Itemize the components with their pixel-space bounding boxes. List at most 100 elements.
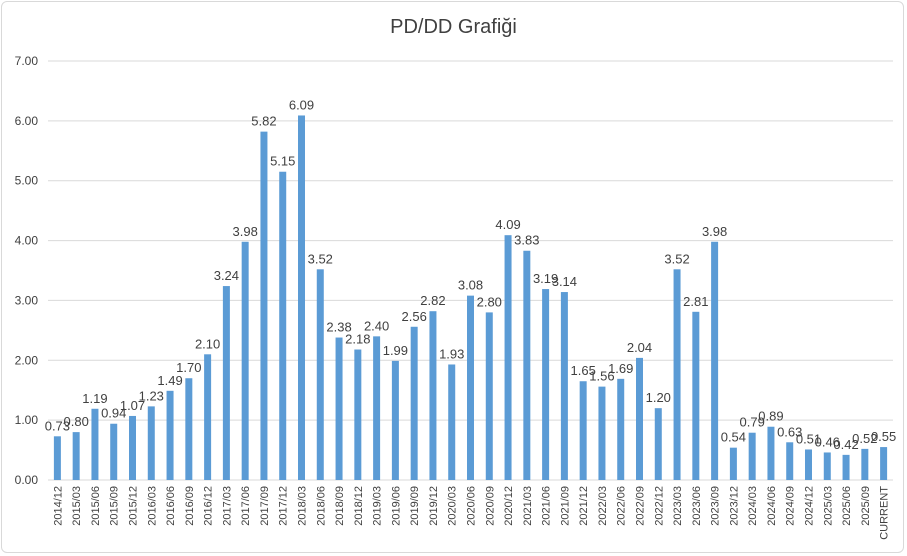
data-label: 3.98	[233, 224, 258, 239]
bar	[880, 447, 888, 480]
x-tick-label: 2024/09	[785, 486, 797, 526]
data-label: 6.09	[289, 97, 314, 112]
data-label: 3.14	[552, 274, 577, 289]
bar	[53, 436, 61, 480]
x-tick-label: 2017/09	[259, 486, 271, 526]
data-label: 2.56	[402, 309, 427, 324]
data-label: 5.15	[270, 154, 295, 169]
bar	[110, 423, 118, 480]
y-tick-label: 3.00	[15, 293, 39, 307]
y-tick-label: 0.00	[15, 473, 39, 487]
data-label: 0.89	[758, 409, 783, 424]
x-tick-label: 2023/12	[728, 486, 740, 526]
x-tick-label: 2020/09	[484, 486, 496, 526]
x-tick-label: 2021/12	[578, 486, 590, 526]
data-label: 1.49	[157, 373, 182, 388]
x-tick-label: 2024/12	[804, 486, 816, 526]
bar	[204, 354, 212, 480]
x-tick-label: 2015/12	[128, 486, 140, 526]
data-label: 0.46	[815, 434, 840, 449]
data-label: 2.10	[195, 336, 220, 351]
data-label: 0.73	[45, 418, 70, 433]
x-tick-label: 2022/06	[616, 486, 628, 526]
data-label: 1.23	[139, 388, 164, 403]
data-label: 3.83	[514, 233, 539, 248]
x-tick-label: 2014/12	[52, 486, 64, 526]
data-label: 3.52	[664, 251, 689, 266]
bar	[222, 286, 230, 480]
x-tick-label: 2016/03	[146, 486, 158, 526]
x-tick-label: 2024/06	[766, 486, 778, 526]
x-tick-label: 2021/09	[559, 486, 571, 526]
x-tick-label: 2018/06	[315, 486, 327, 526]
data-label: 0.52	[852, 431, 877, 446]
x-tick-label: 2020/12	[503, 486, 515, 526]
bar	[786, 442, 794, 480]
x-tick-label: 2021/03	[522, 486, 534, 526]
bar	[298, 115, 305, 480]
x-tick-label: 2017/03	[221, 486, 233, 526]
x-tick-label: 2019/03	[372, 486, 384, 526]
data-label: 2.82	[420, 293, 445, 308]
bar	[467, 295, 474, 480]
x-tick-label: 2015/03	[71, 486, 83, 526]
data-label: 3.24	[214, 268, 239, 283]
bar	[316, 269, 324, 480]
x-tick-label: 2015/06	[90, 486, 102, 526]
data-label: 2.40	[364, 318, 389, 333]
data-label: 2.04	[627, 340, 652, 355]
bar	[485, 312, 493, 480]
x-tick-label: 2022/12	[653, 486, 665, 526]
bar	[72, 432, 80, 480]
data-label: 0.94	[101, 406, 126, 421]
x-tick-label: 2023/03	[672, 486, 684, 526]
bar	[692, 311, 700, 480]
bar	[711, 241, 719, 480]
bar	[579, 381, 587, 480]
y-tick-label: 1.00	[15, 413, 39, 427]
data-label: 3.08	[458, 278, 483, 293]
x-tick-label: 2024/03	[747, 486, 759, 526]
bar	[523, 250, 531, 480]
x-tick-label: 2023/06	[691, 486, 703, 526]
data-label: 0.51	[796, 431, 821, 446]
bar	[429, 311, 437, 480]
y-tick-label: 2.00	[15, 353, 39, 367]
data-label: 1.65	[571, 363, 596, 378]
x-tick-label: 2021/06	[541, 486, 553, 526]
x-tick-label: 2022/09	[635, 486, 647, 526]
data-label: 3.19	[533, 271, 558, 286]
bar	[147, 406, 155, 480]
bar	[560, 292, 568, 480]
data-label: 0.42	[833, 437, 858, 452]
x-tick-label: 2019/09	[409, 486, 421, 526]
x-tick-label: 2022/03	[597, 486, 609, 526]
bar	[636, 357, 643, 480]
bar	[842, 454, 850, 480]
data-label: 2.38	[326, 320, 351, 335]
bar	[598, 386, 606, 480]
data-label: 1.70	[176, 360, 201, 375]
bar	[805, 449, 812, 480]
x-tick-label: 2017/12	[278, 486, 290, 526]
data-label: 5.82	[251, 114, 276, 129]
y-tick-label: 5.00	[15, 174, 39, 188]
bar	[729, 447, 737, 480]
bar	[617, 378, 625, 480]
bar	[260, 131, 268, 481]
data-label: 1.99	[383, 343, 408, 358]
bar	[91, 408, 99, 480]
data-label: 3.52	[308, 251, 333, 266]
data-label: 2.18	[345, 332, 370, 347]
data-label: 2.80	[477, 294, 502, 309]
y-tick-label: 6.00	[15, 114, 39, 128]
bar	[410, 326, 418, 480]
x-tick-label: 2020/06	[466, 486, 478, 526]
data-label: 0.80	[64, 414, 89, 429]
data-label: 2.81	[683, 294, 708, 309]
bar	[354, 349, 362, 480]
data-label: 0.63	[777, 424, 802, 439]
x-tick-label: 2016/06	[165, 486, 177, 526]
